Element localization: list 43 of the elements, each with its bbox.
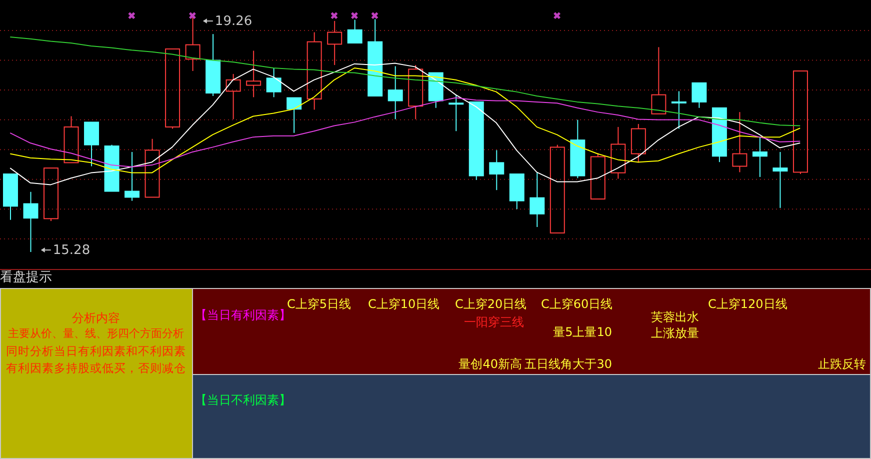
candlestick bbox=[144, 138, 160, 198]
text: 【当日有利因素】 bbox=[195, 308, 291, 322]
text: 量5上量10 bbox=[553, 325, 612, 339]
text: 有利因素多持股或低买，否则减仓 bbox=[6, 361, 186, 375]
text: 止跌反转 bbox=[818, 357, 866, 371]
candlestick bbox=[286, 97, 302, 134]
text: 五日线角大于30 bbox=[524, 357, 612, 371]
text: 【当日不利因素】 bbox=[195, 393, 291, 407]
candlestick bbox=[64, 116, 79, 164]
text: C上穿10日线 bbox=[368, 297, 440, 311]
text: 上涨放量 bbox=[651, 326, 699, 340]
text: C上穿5日线 bbox=[287, 297, 352, 311]
text: C上穿20日线 bbox=[455, 297, 527, 311]
candlestick bbox=[530, 172, 545, 228]
text: 分析内容 bbox=[72, 311, 120, 325]
text: 一阳穿三线 bbox=[464, 315, 524, 329]
text: 量创40新高 bbox=[458, 357, 522, 371]
candlestick bbox=[651, 46, 666, 114]
candlestick bbox=[306, 32, 322, 110]
candlestick bbox=[246, 50, 262, 98]
candlestick bbox=[84, 122, 100, 167]
text: 看盘提示 bbox=[0, 270, 52, 286]
text: 芙蓉出水 bbox=[651, 310, 699, 324]
candlestick bbox=[671, 90, 686, 130]
text: 同时分析当日有利因素和不利因素 bbox=[6, 344, 186, 358]
candlestick bbox=[752, 136, 768, 178]
candlestick bbox=[489, 150, 504, 191]
text: C上穿120日线 bbox=[708, 297, 788, 311]
text: C上穿60日线 bbox=[541, 297, 613, 311]
annotation: 15.28 bbox=[52, 242, 90, 258]
candlestick bbox=[23, 191, 38, 252]
candlestick bbox=[388, 66, 403, 120]
text: 主要从价、量、线、形四个方面分析 bbox=[8, 327, 184, 341]
candlestick bbox=[692, 82, 707, 108]
candlestick bbox=[327, 20, 342, 66]
candlestick bbox=[347, 19, 362, 44]
candlestick bbox=[772, 151, 788, 208]
candlestick bbox=[124, 151, 140, 202]
candlestick bbox=[712, 107, 727, 163]
annotation: 19.26 bbox=[214, 14, 252, 28]
candlestick bbox=[610, 126, 626, 180]
candlestick bbox=[509, 173, 524, 210]
candlestick bbox=[3, 173, 18, 220]
